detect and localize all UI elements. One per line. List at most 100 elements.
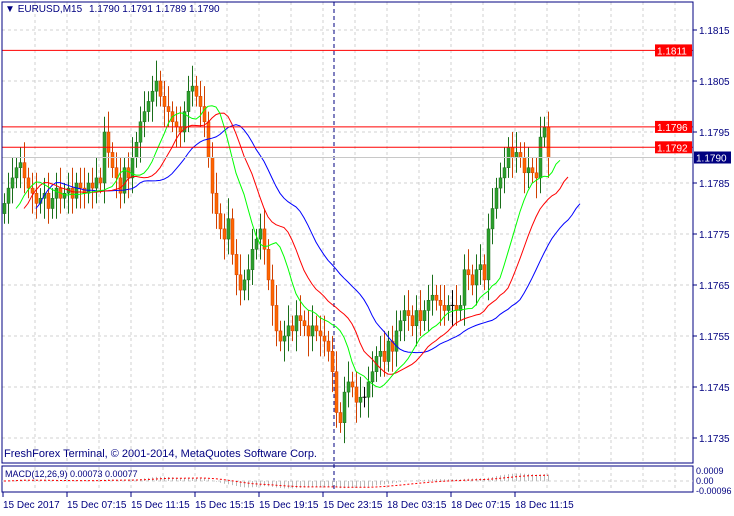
copyright-text: FreshForex Terminal, © 2001-2014, MetaQu…: [4, 448, 317, 460]
candle-bull: [286, 325, 291, 337]
candle-bear: [330, 351, 335, 372]
candle-bull: [494, 187, 499, 209]
candle-bull: [422, 310, 427, 321]
candle-bull: [294, 315, 299, 332]
price-axis-label: 1.1765: [699, 281, 730, 292]
candle-bear: [90, 182, 95, 189]
candle-bear: [22, 162, 27, 179]
price-axis-label: 1.1755: [699, 332, 730, 343]
price-axis-label: 1.1745: [699, 383, 730, 394]
candle-bear: [278, 330, 283, 342]
candle-bear: [306, 325, 311, 337]
candle-bull: [182, 111, 187, 133]
candle-bear: [302, 320, 307, 327]
candle-bull: [186, 90, 191, 112]
candle-bear: [318, 330, 323, 337]
candle-bull: [122, 167, 127, 194]
price-axis-label: 1.1805: [699, 77, 730, 88]
price-axis-label: 1.1815: [699, 26, 730, 37]
level-price-tag: [655, 141, 692, 154]
candle-bull: [346, 381, 351, 393]
candle-bear: [350, 381, 355, 388]
level-price-tag: [655, 120, 692, 133]
candle-bear: [326, 340, 331, 352]
candle-bear: [98, 177, 103, 184]
level-price-label: 1.1796: [657, 123, 688, 134]
candle-bull: [14, 167, 19, 179]
candle-bull: [86, 182, 91, 194]
price-axis-label: 1.1735: [699, 434, 730, 445]
time-axis-label: 15 Dec 15:15: [195, 500, 255, 511]
candle-bull: [254, 238, 259, 250]
candle-bull: [282, 335, 287, 342]
candle-bear: [266, 249, 271, 281]
candle-bull: [142, 111, 147, 123]
price-axis-label: 1.1775: [699, 230, 730, 241]
candle-bear: [530, 167, 535, 174]
level-price-label: 1.1792: [657, 143, 688, 154]
candle-bull: [386, 340, 391, 362]
candle-bear: [70, 187, 75, 199]
candle-bull: [130, 157, 135, 179]
candle-bull: [526, 167, 531, 174]
candle-bull: [478, 264, 483, 270]
candle-bear: [390, 340, 395, 352]
candle-bull: [514, 152, 519, 158]
candle-bear: [166, 106, 171, 112]
symbol-header: ▼ EURUSD,M15 1.1790 1.1791 1.1789 1.1790: [5, 4, 220, 15]
candle-bear: [338, 412, 343, 423]
candle-bear: [262, 228, 267, 250]
alligator-jaw-line: [35, 124, 581, 354]
candle-bear: [510, 147, 515, 158]
candle-bear: [482, 264, 487, 281]
candle-bear: [162, 96, 167, 107]
time-axis-label: 18 Dec 11:15: [515, 500, 574, 511]
candle-bull: [446, 305, 451, 311]
candle-bear: [534, 172, 539, 179]
candle-bull: [366, 381, 371, 398]
candle-bull: [10, 177, 15, 189]
time-axis-label: 15 Dec 11:15: [131, 500, 190, 511]
candle-bear: [410, 315, 415, 327]
candle-bull: [190, 85, 195, 92]
candle-bear: [442, 305, 447, 311]
macd-signal-line: [3, 474, 549, 488]
macd-axis-label: -0.00096: [696, 486, 732, 496]
candle-bear: [334, 371, 339, 413]
candle-bull: [462, 269, 467, 306]
candle-bear: [274, 305, 279, 332]
price-axis-label: 1.1795: [699, 128, 730, 139]
candle-bear: [174, 121, 179, 128]
candle-bear: [314, 325, 319, 332]
candle-bull: [150, 90, 155, 102]
candle-bull: [414, 310, 419, 327]
bid-price-label: 1.1790: [696, 154, 727, 165]
candle-bull: [378, 351, 383, 357]
macd-panel-frame: [1, 465, 694, 493]
candle-bull: [426, 300, 431, 311]
candle-bull: [6, 187, 11, 204]
alligator-teeth-line: [23, 112, 569, 375]
macd-label: MACD(12,26,9) 0.00073 0.00077: [5, 469, 138, 479]
candle-bear: [546, 126, 551, 158]
candle-bear: [470, 274, 475, 286]
candle-bull: [226, 218, 231, 240]
candle-bull: [502, 167, 507, 179]
candle-bull: [138, 121, 143, 143]
candle-bear: [198, 96, 203, 107]
candle-bear: [46, 192, 51, 209]
candle-bull: [370, 371, 375, 383]
macd-axis-label: 0.00: [696, 476, 714, 486]
time-axis-label: 15 Dec 2017: [3, 500, 60, 511]
dropdown-triangle-icon[interactable]: ▼: [5, 4, 15, 15]
candle-bull: [342, 391, 347, 423]
candle-bull: [358, 396, 363, 403]
time-axis-label: 15 Dec 07:15: [67, 500, 127, 511]
candle-bear: [298, 315, 303, 321]
candle-bull: [402, 310, 407, 321]
candle-bear: [202, 106, 207, 123]
macd-axis-label: 0.0009: [696, 466, 724, 476]
candle-bear: [230, 218, 235, 255]
candle-bull: [474, 269, 479, 286]
